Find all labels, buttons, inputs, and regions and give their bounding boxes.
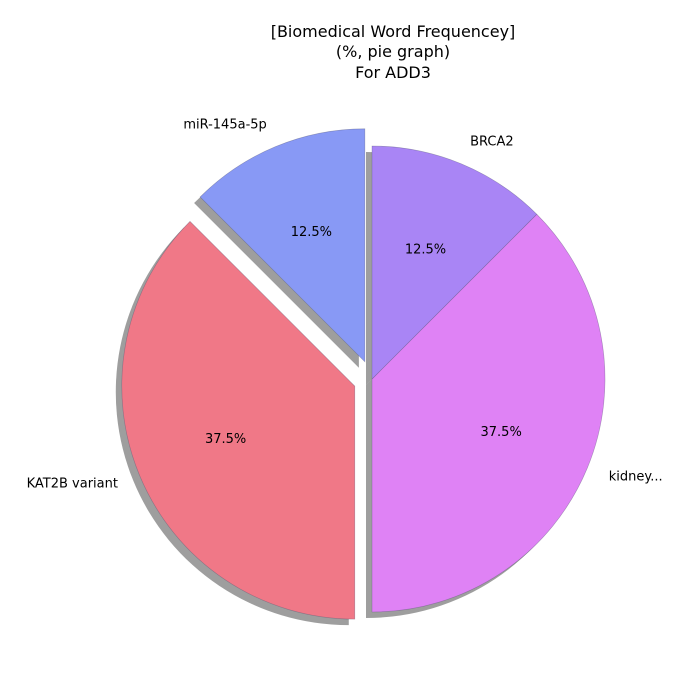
- slice-label-mir-145a-5p: miR-145a-5p: [183, 117, 266, 132]
- slice-label-kidney: kidney...: [609, 470, 663, 485]
- pie-slice-kat2b-variant: [121, 220, 356, 620]
- pie-slices: [121, 128, 606, 620]
- pie-labels: miR-145a-5p 12.5% KAT2B variant 37.5% kidney…: [27, 117, 663, 491]
- pct-label-mir-145a-5p: 12.5%: [291, 225, 332, 240]
- chart-title-line-1: [Biomedical Word Frequencey]: [271, 22, 516, 41]
- pct-label-kat2b-variant: 37.5%: [205, 432, 246, 447]
- pct-label-brca2: 12.5%: [405, 242, 446, 257]
- slice-label-kat2b-variant: KAT2B variant: [27, 477, 118, 492]
- pie-slice-kidney: [371, 213, 606, 613]
- pie-slice-mir-145a-5p: [199, 128, 366, 363]
- pct-label-kidney: 37.5%: [481, 425, 522, 440]
- pie-slice-brca2: [371, 145, 538, 380]
- chart-title-line-2: (%, pie graph): [336, 42, 450, 61]
- slice-label-brca2: BRCA2: [470, 135, 514, 150]
- chart-title-line-3: For ADD3: [355, 63, 431, 82]
- chart-title: [Biomedical Word Frequencey] (%, pie gra…: [271, 22, 516, 82]
